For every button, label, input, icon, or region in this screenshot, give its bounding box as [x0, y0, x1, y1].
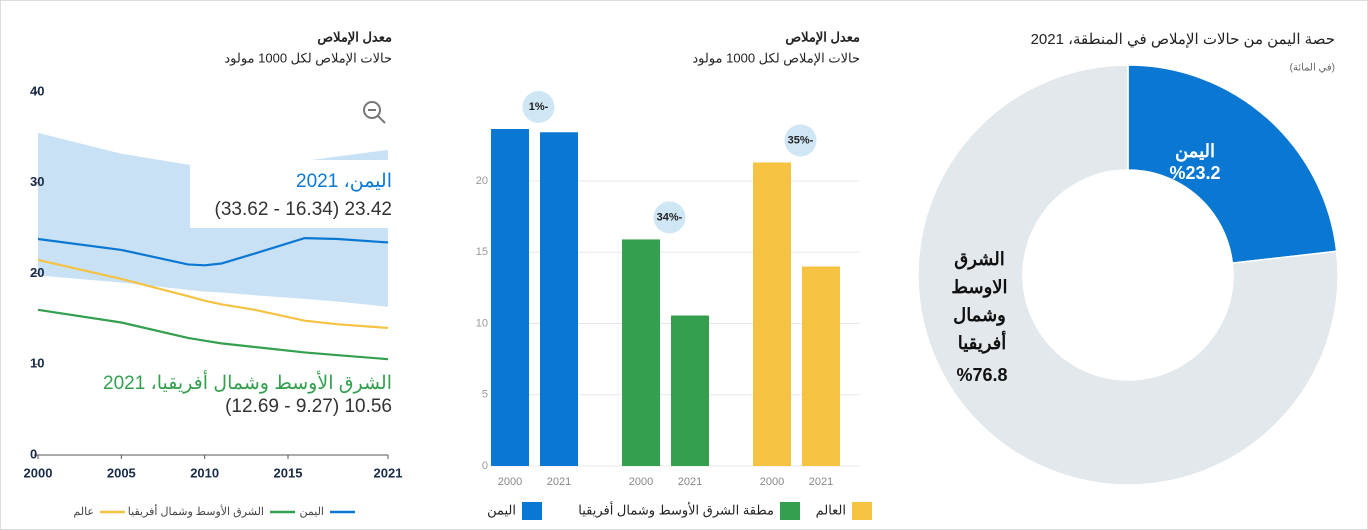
- slice-label-line: الاوسط: [951, 277, 1012, 298]
- slice-value: %76.8: [956, 365, 1007, 385]
- legend-label: اليمن: [487, 502, 516, 518]
- line: [37, 237, 389, 267]
- x-tick-label: 2000: [24, 465, 53, 480]
- y-tick-label: 20: [476, 175, 488, 187]
- tooltip-text: (33.62 - 16.34) 23.42: [215, 199, 392, 220]
- chart-title: حصة اليمن من حالات الإملاص في المنطقة، 2…: [1031, 31, 1335, 48]
- chart-title: معدل الإملاص: [317, 29, 392, 45]
- x-tick-label: 2021: [547, 476, 571, 488]
- legend-label: الشرق الأوسط وشمال أفريقيا: [128, 504, 264, 518]
- tooltip: [190, 160, 400, 228]
- y-tick-label: 30: [30, 174, 44, 189]
- slice-label: اليمن: [1175, 141, 1215, 162]
- y-tick-label: 15: [476, 246, 488, 258]
- chart-subtitle: (في المائة): [1290, 63, 1335, 74]
- x-tick-label: 2000: [760, 476, 784, 488]
- change-label: 1%-: [529, 101, 549, 113]
- bar: [753, 162, 791, 466]
- slice-label-line: أفريقيا: [958, 331, 1007, 354]
- legend-swatch: [522, 502, 542, 520]
- legend-label: العالم: [816, 502, 846, 518]
- y-tick-label: 0: [30, 446, 37, 461]
- x-tick-label: 2021: [809, 476, 833, 488]
- y-tick-label: 10: [476, 317, 488, 329]
- donut-slice: [1127, 64, 1338, 264]
- donut-slice: [917, 64, 1339, 486]
- x-tick-label: 2015: [274, 465, 303, 480]
- legend-label: اليمن: [300, 506, 324, 518]
- change-bubble: [653, 201, 686, 234]
- x-tick-label: 2010: [190, 465, 219, 480]
- bar: [540, 132, 578, 466]
- x-tick-label: 2021: [678, 476, 702, 488]
- slice-label: الشرق الاوسط وشمال أفريقيا: [951, 249, 1012, 354]
- slice-label-line: الشرق: [954, 249, 1009, 270]
- slice-label-line: وشمال: [953, 305, 1011, 326]
- bar: [491, 128, 529, 467]
- change-bubble: [784, 124, 817, 157]
- x-tick-label: 2005: [107, 465, 136, 480]
- chart-subtitle: حالات الإملاص لكل 1000 مولود: [692, 50, 860, 66]
- bar: [622, 239, 660, 466]
- tooltip-title: اليمن، 2021: [296, 171, 392, 192]
- chart-subtitle: حالات الإملاص لكل 1000 مولود: [224, 50, 392, 66]
- line: [37, 308, 389, 361]
- x-tick-label: 2000: [629, 476, 653, 488]
- change-label: 35%-: [788, 134, 814, 146]
- tooltip-title: الشرق الأوسط وشمال أفريقيا، 2021: [103, 369, 392, 394]
- y-tick-label: 40: [30, 83, 44, 98]
- zoom-icon[interactable]: [363, 101, 386, 124]
- y-tick-label: 20: [30, 265, 44, 280]
- x-tick-label: 2000: [498, 476, 522, 488]
- slice-value: %23.2: [1169, 163, 1220, 183]
- legend-swatch: [780, 502, 800, 520]
- line: [37, 258, 389, 330]
- y-tick-label: 10: [30, 356, 44, 371]
- change-bubble: [522, 90, 555, 123]
- bar: [802, 266, 840, 466]
- legend-swatch: [852, 502, 872, 520]
- bar: [671, 315, 709, 466]
- y-tick-label: 0: [482, 460, 488, 472]
- tooltip-text: (12.69 - 9.27) 10.56: [225, 396, 392, 417]
- tooltip: [195, 362, 400, 425]
- y-tick-label: 5: [482, 389, 488, 401]
- chart-title: معدل الإملاص: [785, 29, 860, 45]
- legend-label: مطقة الشرق الأوسط وشمال أفريقيا: [578, 501, 774, 518]
- legend-label: عالم: [73, 506, 94, 518]
- x-tick-label: 2021: [374, 465, 403, 480]
- change-label: 34%-: [657, 211, 683, 223]
